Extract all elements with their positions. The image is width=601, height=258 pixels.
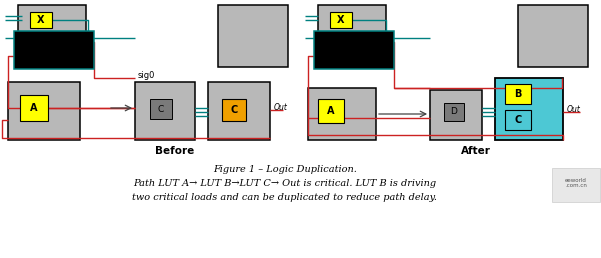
Text: eeworld
.com.cn: eeworld .com.cn: [565, 178, 587, 188]
Text: X: X: [37, 15, 44, 25]
Text: B: B: [514, 89, 522, 99]
Bar: [330, 34, 352, 50]
Text: B: B: [37, 37, 44, 47]
Bar: [20, 95, 48, 121]
Text: Out: Out: [274, 102, 288, 111]
Bar: [314, 31, 394, 69]
Bar: [30, 12, 52, 28]
Bar: [135, 82, 195, 140]
Text: C: C: [230, 105, 237, 115]
Text: D: D: [451, 108, 457, 117]
Text: Before: Before: [156, 146, 195, 156]
Text: two critical loads and can be duplicated to reduce path delay.: two critical loads and can be duplicated…: [132, 194, 438, 203]
Bar: [444, 103, 464, 121]
Bar: [18, 5, 86, 68]
Bar: [14, 31, 94, 69]
Bar: [308, 88, 376, 140]
Bar: [150, 99, 172, 119]
Text: A: A: [328, 106, 335, 116]
Text: After: After: [461, 146, 491, 156]
Text: C: C: [158, 104, 164, 114]
Text: Figure 1 – Logic Duplication.: Figure 1 – Logic Duplication.: [213, 165, 357, 174]
Bar: [330, 12, 352, 28]
Bar: [495, 78, 563, 140]
Text: X: X: [337, 15, 345, 25]
Text: C: C: [514, 115, 522, 125]
Bar: [218, 5, 288, 67]
Text: Path LUT A→ LUT B→LUT C→ Out is critical. LUT B is driving: Path LUT A→ LUT B→LUT C→ Out is critical…: [133, 180, 436, 189]
Bar: [30, 34, 52, 50]
Bar: [318, 5, 386, 68]
Text: sig0: sig0: [138, 71, 156, 80]
Bar: [430, 90, 482, 140]
Bar: [518, 5, 588, 67]
Bar: [208, 82, 270, 140]
Bar: [552, 168, 600, 202]
Bar: [222, 99, 246, 121]
Bar: [505, 84, 531, 104]
Text: Out: Out: [567, 104, 581, 114]
Bar: [505, 110, 531, 130]
Text: A: A: [30, 103, 38, 113]
Text: B: B: [337, 37, 345, 47]
Bar: [8, 82, 80, 140]
Bar: [318, 99, 344, 123]
